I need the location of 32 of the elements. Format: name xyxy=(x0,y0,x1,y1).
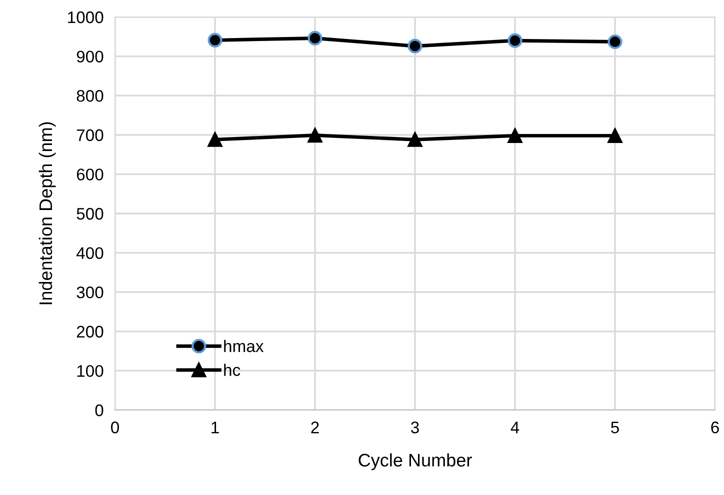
x-tick-label: 2 xyxy=(311,422,319,434)
point xyxy=(308,128,322,143)
legend-label: hmax xyxy=(224,340,264,352)
y-tick-label: 700 xyxy=(76,129,104,142)
x-tick-label: 5 xyxy=(611,422,619,434)
x-tick-label: 0 xyxy=(111,422,119,434)
point xyxy=(208,32,222,48)
x-tick-label: 6 xyxy=(711,422,719,434)
point xyxy=(608,34,622,50)
x-tick-label: 3 xyxy=(411,422,419,434)
y-tick-label: 300 xyxy=(76,286,104,298)
x-tick-label: 4 xyxy=(510,422,520,434)
y-tick-label: 500 xyxy=(76,208,104,220)
y-tick-label: 600 xyxy=(76,168,104,180)
point xyxy=(608,128,622,143)
y-tick-label: 100 xyxy=(77,365,104,377)
point xyxy=(208,132,222,147)
y-tick-label: 1000 xyxy=(68,11,104,24)
legend-label: hc xyxy=(224,364,240,376)
y-tick-label: 0 xyxy=(95,404,104,416)
point xyxy=(308,30,322,46)
point xyxy=(508,33,522,48)
y-tick-label: 900 xyxy=(76,50,104,63)
point xyxy=(408,38,422,54)
y-tick-label: 200 xyxy=(76,326,104,338)
point xyxy=(508,128,522,143)
point xyxy=(408,132,422,147)
x-tick-label: 1 xyxy=(212,422,219,434)
y-axis-title: Indentation Depth (nm) xyxy=(38,122,56,304)
x-axis-title: Cycle Number xyxy=(358,453,472,470)
y-tick-label: 800 xyxy=(76,90,104,102)
y-tick-label: 400 xyxy=(76,247,104,260)
